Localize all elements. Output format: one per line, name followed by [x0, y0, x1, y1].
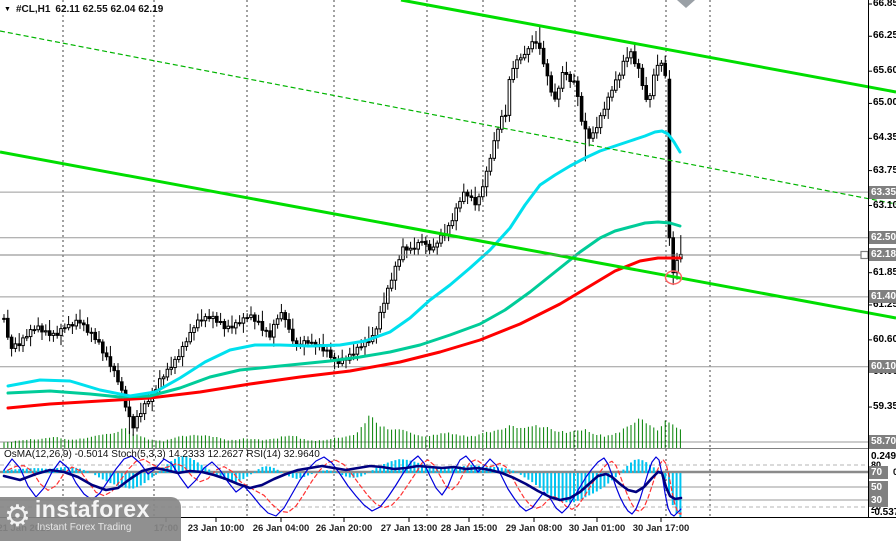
volume-histogram	[3, 415, 681, 448]
time-axis-label: 27 Jan 13:00	[380, 523, 438, 534]
current-price	[0, 250, 869, 260]
horizontal-levels	[0, 191, 868, 443]
moving-averages	[6, 129, 682, 410]
time-axis-label: 23 Jan 10:00	[187, 523, 245, 534]
price-level-label: 58.70	[869, 435, 896, 449]
chevron-down-icon[interactable]: ▼	[4, 6, 11, 13]
alert-circle-annotation	[664, 270, 683, 285]
current-price-marker	[860, 250, 869, 260]
price-level-label: 60.10	[869, 360, 896, 374]
indicator-axis-label: 0.2494	[871, 451, 896, 462]
price-axis-label: 66.25	[873, 30, 896, 42]
gear-logo-icon: ⚙	[4, 500, 31, 533]
indicator-level-label: 50	[869, 480, 888, 494]
price-axis-label: 61.25	[873, 298, 896, 310]
time-axis-label: 28 Jan 15:00	[440, 523, 498, 534]
watermark-brand: instaforex	[34, 496, 150, 522]
price-level-label: 61.40	[869, 290, 896, 304]
time-axis-label: 30 Jan 01:00	[568, 523, 626, 534]
indicator-axis-label: -0.5372	[871, 507, 896, 518]
time-axis-label: 26 Jan 04:00	[252, 523, 310, 534]
price-axis-label: 64.35	[873, 132, 896, 144]
price-level-label: 62.50	[869, 231, 896, 245]
price-axis-label: 66.85	[873, 0, 896, 9]
period-separators	[62, 0, 711, 517]
price-axis-label: 59.35	[873, 401, 896, 413]
time-marker-triangle-icon	[677, 0, 695, 8]
indicator-axis-label: 80	[871, 459, 881, 471]
price-level-label: 63.35	[869, 185, 896, 199]
time-axis-label: 26 Jan 20:00	[315, 523, 373, 534]
candlesticks	[2, 25, 683, 436]
price-axis-label: 65.60	[873, 65, 896, 77]
annotations	[664, 0, 695, 285]
price-axis-label: 65.00	[873, 97, 896, 109]
price-axis-label: 61.85	[873, 266, 896, 278]
current-price-label: 62.18	[869, 248, 896, 262]
price-axis-label: 63.75	[873, 164, 896, 176]
indicator-axis-label: 20	[871, 502, 882, 512]
indicator-panel	[0, 448, 896, 518]
price-axis-label: 60.60	[873, 333, 896, 345]
axes	[23, 0, 872, 522]
price-axis-label: 63.10	[873, 199, 896, 211]
time-axis-label: 30 Jan 17:00	[632, 523, 690, 534]
indicator-values-label: OsMA(12,26,9) -0.5014 Stoch(5,3,3) 14.23…	[4, 449, 320, 460]
indicator-axis-label: 00	[893, 467, 896, 477]
ohlc-values: 62.11 62.55 62.04 62.19	[55, 4, 164, 15]
chart-header: ▼ #CL,H1 62.11 62.55 62.04 62.19	[4, 4, 163, 15]
watermark-tagline: Instant Forex Trading	[36, 522, 132, 533]
time-axis-label: 29 Jan 08:00	[505, 523, 563, 534]
broker-watermark: ⚙ instaforex Instant Forex Trading	[0, 497, 181, 541]
indicator-level-label: 70	[869, 465, 888, 479]
trendlines	[0, 0, 896, 320]
symbol-period-label: #CL,H1	[15, 4, 51, 15]
indicator-level-label: 30	[869, 493, 888, 507]
